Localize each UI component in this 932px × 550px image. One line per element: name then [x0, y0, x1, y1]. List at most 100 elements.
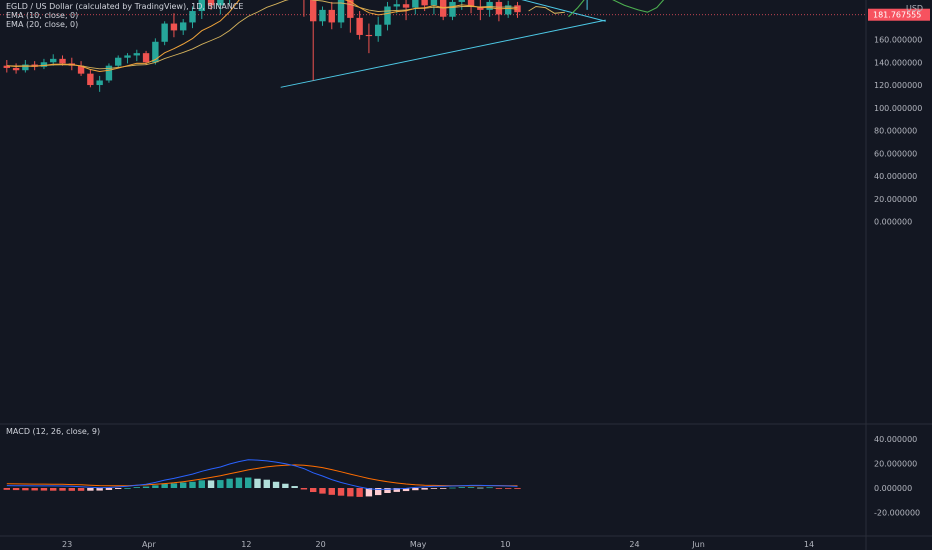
price-pane[interactable] — [0, 0, 866, 92]
macd-axis[interactable]: -20.000000 0.000000 20.000000 40.000000 — [874, 435, 920, 517]
macd-histogram-bar — [115, 488, 122, 489]
candle-body — [467, 0, 475, 7]
macd-histogram-bar — [105, 488, 113, 490]
macd-histogram-bar — [235, 477, 243, 488]
price-tick-label: 40.000000 — [874, 172, 917, 181]
time-tick-label: 20 — [316, 540, 326, 549]
macd-histogram-bar — [217, 480, 224, 488]
macd-histogram-bar — [439, 488, 447, 489]
macd-histogram-bar — [22, 488, 29, 491]
time-tick-label: May — [410, 540, 427, 549]
candle-body — [337, 0, 345, 23]
macd-histogram-bar — [124, 488, 131, 489]
signal-line — [6, 464, 518, 487]
macd-histogram-bar — [337, 488, 345, 496]
ema20-line — [6, 0, 518, 70]
last-price-label: 181.767555 — [873, 11, 921, 20]
macd-histogram-bar — [59, 488, 66, 491]
ema10-legend[interactable]: EMA (10, close, 0) — [6, 11, 79, 20]
candle-body — [170, 23, 178, 31]
macd-tick-label: -20.000000 — [874, 508, 920, 517]
price-axis[interactable]: 0.000000 20.000000 40.000000 60.000000 80.00… — [868, 0, 930, 227]
macd-histogram-bar — [356, 488, 363, 497]
macd-histogram-bar — [458, 487, 465, 488]
macd-pane[interactable] — [3, 459, 521, 497]
macd-histogram-bar — [180, 482, 187, 488]
projection-curve — [528, 5, 565, 14]
candle-body — [133, 53, 140, 56]
macd-histogram-bar — [300, 488, 308, 490]
candle-body — [207, 0, 215, 6]
candle-body — [495, 1, 503, 15]
macd-histogram-bar — [477, 487, 484, 489]
candle-body — [365, 34, 373, 37]
macd-histogram-bar — [319, 488, 326, 494]
candle-body — [40, 62, 48, 67]
candle-body — [430, 0, 438, 6]
candle-body — [142, 53, 150, 63]
candle-body — [319, 9, 326, 22]
candle-body — [217, 0, 224, 6]
price-tick-label: 20.000000 — [874, 195, 917, 204]
macd-histogram-bar — [207, 480, 215, 488]
macd-histogram-bar — [430, 488, 438, 489]
candle-body — [198, 0, 205, 12]
macd-histogram-bar — [449, 487, 456, 489]
projection-path — [568, 0, 665, 18]
candle-body — [3, 65, 10, 68]
macd-histogram-bar — [504, 488, 512, 489]
macd-histogram-bar — [402, 488, 410, 492]
candle-body — [180, 22, 187, 31]
candle-body — [310, 0, 317, 22]
candle-body — [152, 41, 159, 63]
candle-body — [384, 6, 391, 25]
time-axis[interactable]: 1523Apr1220May1024Jun14 — [0, 540, 814, 549]
price-tick-label: 140.000000 — [874, 58, 922, 67]
candle-body — [393, 4, 400, 7]
candle-body — [12, 67, 20, 71]
macd-histogram-bar — [96, 488, 103, 491]
ema20-legend[interactable]: EMA (20, close, 0) — [6, 20, 79, 29]
currency-label: USD — [906, 4, 923, 13]
macd-histogram-bar — [31, 488, 38, 491]
macd-tick-label: 40.000000 — [874, 435, 917, 444]
macd-histogram-bar — [254, 478, 261, 488]
macd-histogram-bar — [384, 488, 391, 494]
time-tick-label: 10 — [500, 540, 510, 549]
macd-histogram-bar — [272, 481, 280, 488]
macd-histogram-bar — [152, 485, 159, 488]
candle-body — [87, 73, 94, 86]
last-price-box — [868, 8, 930, 21]
candle-body — [402, 4, 410, 8]
macd-histogram-bar — [412, 488, 419, 491]
macd-histogram-bar — [347, 488, 354, 497]
macd-histogram-bar — [133, 487, 140, 488]
candle-body — [328, 9, 335, 23]
macd-histogram-bar — [189, 481, 196, 488]
symbol-title[interactable]: EGLD / US Dollar (calculated by TradingV… — [6, 2, 244, 11]
candle-body — [115, 57, 122, 66]
macd-legend: MACD (12, 26, close, 9) — [6, 427, 100, 436]
time-tick-label: Apr — [142, 540, 157, 549]
macd-histogram-bar — [393, 488, 400, 492]
time-tick-label: 23 — [62, 540, 72, 549]
candle-body — [50, 58, 57, 63]
price-tick-label: 120.000000 — [874, 81, 922, 90]
price-tick-label: 100.000000 — [874, 104, 922, 113]
candle-body — [477, 6, 484, 10]
ema10-line — [6, 0, 518, 73]
macd-histogram-bar — [467, 487, 475, 488]
candle-body — [449, 1, 456, 17]
macd-histogram-bar — [263, 479, 270, 488]
time-tick-label: Jun — [691, 540, 705, 549]
macd-tick-label: 0.000000 — [874, 484, 912, 493]
macd-histogram-bar — [245, 477, 252, 488]
candle-body — [22, 64, 29, 71]
price-legend: EGLD / US Dollar (calculated by TradingV… — [6, 2, 243, 29]
macd-histogram-bar — [170, 483, 178, 488]
macd-title[interactable]: MACD (12, 26, close, 9) — [6, 427, 101, 436]
macd-histogram-bar — [514, 488, 521, 489]
